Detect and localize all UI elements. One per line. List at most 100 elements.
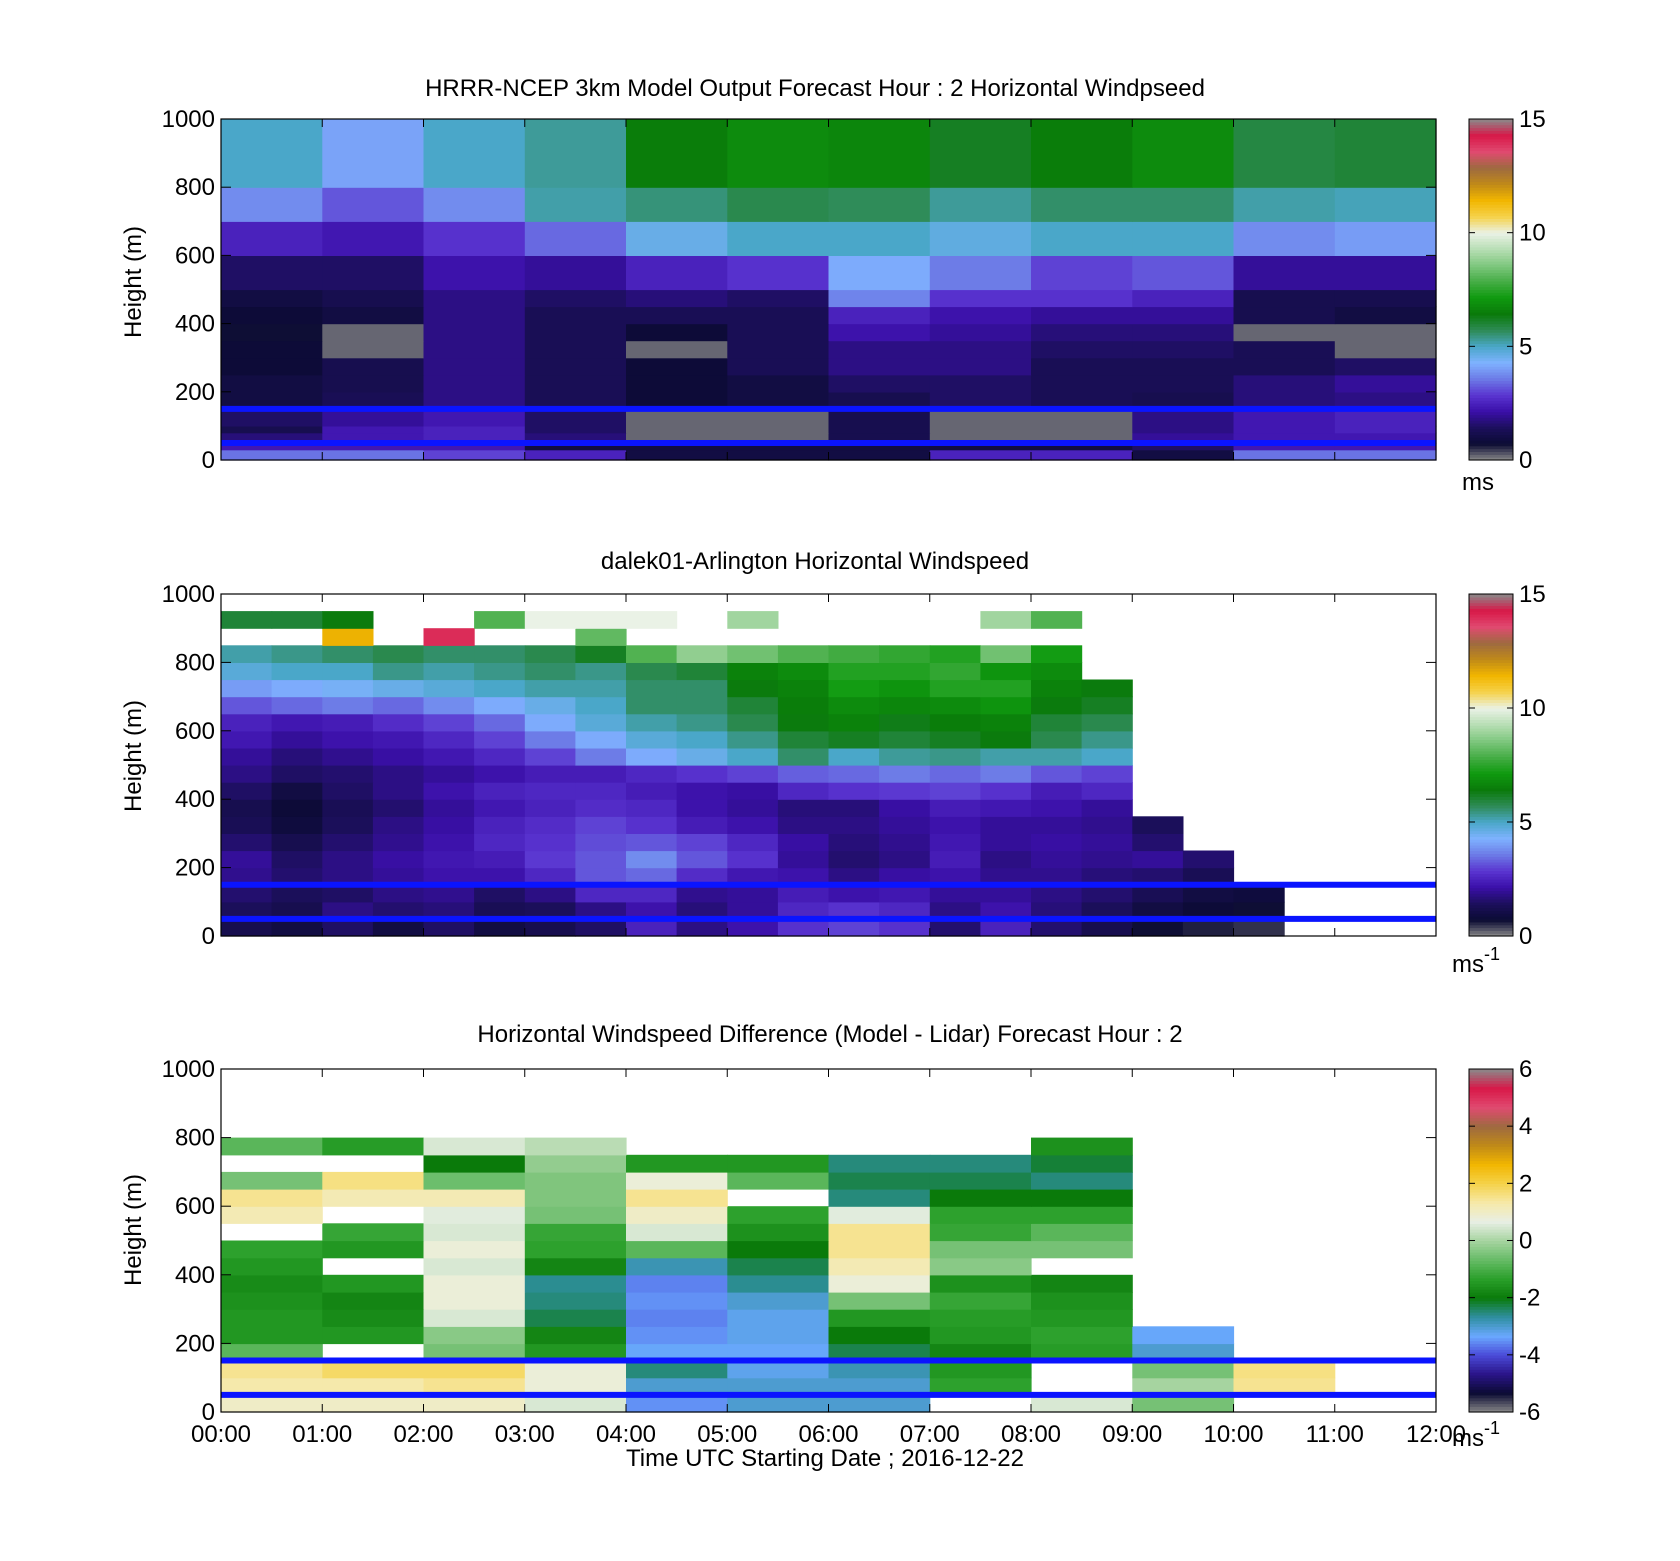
heatmap-cell bbox=[423, 1257, 526, 1276]
heatmap-cell bbox=[322, 1292, 425, 1310]
heatmap-cell bbox=[524, 679, 576, 698]
y-tick-label: 1000 bbox=[162, 106, 215, 133]
colorbar-segment bbox=[1469, 298, 1513, 302]
colorbar-segment bbox=[1469, 762, 1513, 766]
heatmap-cell bbox=[879, 713, 931, 732]
heatmap-cell bbox=[626, 611, 678, 629]
colorbar-segment bbox=[1469, 431, 1513, 435]
heatmap-cell bbox=[423, 747, 475, 766]
colorbar-segment bbox=[1469, 1309, 1513, 1313]
heatmap-cell bbox=[929, 119, 1032, 188]
heatmap-cell bbox=[474, 918, 526, 937]
colorbar-segment bbox=[1469, 599, 1513, 604]
heatmap-cell bbox=[524, 1257, 627, 1276]
heatmap-cell bbox=[423, 816, 475, 834]
colorbar-segment bbox=[1469, 916, 1513, 920]
heatmap-cell bbox=[727, 425, 830, 434]
heatmap-cells bbox=[221, 611, 1285, 937]
heatmap-cell bbox=[626, 374, 728, 393]
heatmap-cell bbox=[980, 696, 1032, 715]
colorbar-segment bbox=[1469, 150, 1513, 154]
heatmap-cell bbox=[929, 187, 1032, 222]
heatmap-cell bbox=[221, 833, 273, 852]
colorbar-segment bbox=[1469, 269, 1513, 273]
heatmap-cell bbox=[575, 850, 627, 869]
y-tick-label: 1000 bbox=[162, 1056, 215, 1083]
heatmap-cell bbox=[777, 833, 830, 852]
colorbar-segment bbox=[1469, 1332, 1513, 1336]
heatmap-cell bbox=[423, 408, 526, 427]
colorbar-tick-label: 6 bbox=[1519, 1056, 1532, 1083]
colorbar-segment bbox=[1469, 907, 1513, 911]
heatmap-cell bbox=[322, 432, 425, 444]
heatmap-cell bbox=[1081, 884, 1133, 903]
heatmap-cell bbox=[828, 833, 880, 852]
colorbar-segment bbox=[1469, 671, 1513, 675]
heatmap-cell bbox=[372, 765, 425, 783]
heatmap-cell bbox=[727, 432, 830, 444]
heatmap-cell bbox=[575, 628, 627, 646]
colorbar-segment bbox=[1469, 337, 1513, 342]
colorbar-segment bbox=[1469, 793, 1513, 797]
heatmap-cell bbox=[1031, 306, 1133, 325]
heatmap-cell bbox=[828, 884, 880, 903]
colorbar-segment bbox=[1469, 1352, 1513, 1356]
heatmap-cell bbox=[322, 696, 374, 715]
heatmap-cell bbox=[1031, 221, 1133, 256]
heatmap-cell bbox=[1132, 1343, 1235, 1362]
y-tick-label: 400 bbox=[175, 1262, 215, 1289]
colorbar-segment bbox=[1469, 1120, 1513, 1124]
heatmap-cell bbox=[423, 340, 526, 359]
heatmap-cell bbox=[524, 662, 576, 681]
heatmap-cell bbox=[879, 730, 931, 749]
heatmap-cell bbox=[727, 816, 779, 834]
heatmap-cell bbox=[423, 391, 526, 410]
colorbar-segment bbox=[1469, 175, 1513, 180]
heatmap-cell bbox=[828, 1326, 931, 1345]
colorbar-segment bbox=[1469, 745, 1513, 749]
heatmap-cell bbox=[322, 816, 374, 834]
heatmap-cell bbox=[929, 323, 1032, 342]
colorbar-segment bbox=[1469, 281, 1513, 285]
colorbar-segment bbox=[1469, 924, 1513, 929]
colorbar-segment bbox=[1469, 1349, 1513, 1353]
heatmap-cell bbox=[423, 765, 475, 783]
heatmap-cell bbox=[575, 765, 627, 783]
heatmap-cell bbox=[524, 1171, 627, 1190]
heatmap-cell bbox=[929, 255, 1032, 291]
colorbar: 0 5 10 15 bbox=[1468, 106, 1546, 474]
heatmap-cell bbox=[1081, 867, 1133, 886]
heatmap-cell bbox=[727, 765, 779, 783]
reference-lines bbox=[221, 1357, 1436, 1398]
heatmap-cell bbox=[727, 901, 779, 920]
y-axis-label: Height (m) bbox=[120, 226, 147, 338]
colorbar-segment bbox=[1469, 235, 1513, 239]
colorbar-segment bbox=[1469, 662, 1513, 666]
heatmap-cell bbox=[575, 833, 627, 852]
heatmap-cell bbox=[221, 765, 273, 783]
colorbar-segment bbox=[1469, 750, 1513, 755]
colorbar-segment bbox=[1469, 1174, 1513, 1179]
heatmap-cell bbox=[1132, 432, 1235, 444]
colorbar-tick-label: 4 bbox=[1519, 1113, 1532, 1140]
heatmap-cell bbox=[929, 1326, 1032, 1345]
colorbar-segment bbox=[1469, 864, 1513, 869]
colorbar-unit: ms-1 bbox=[1452, 944, 1500, 978]
colorbar-segment bbox=[1469, 323, 1513, 327]
heatmap-cell bbox=[777, 867, 830, 886]
heatmap-cell bbox=[1233, 449, 1336, 461]
colorbar-segment bbox=[1469, 229, 1513, 234]
heatmap-cell bbox=[322, 867, 374, 886]
heatmap-cell bbox=[828, 425, 931, 434]
colorbar-segment bbox=[1469, 1140, 1513, 1144]
colorbar-segment bbox=[1469, 184, 1513, 188]
heatmap-cell bbox=[1081, 918, 1133, 937]
heatmap-cell bbox=[727, 374, 830, 393]
x-tick-label: 11:00 bbox=[1306, 1421, 1364, 1448]
colorbar-segment bbox=[1469, 733, 1513, 738]
y-tick-label: 600 bbox=[175, 242, 215, 269]
heatmap-cell bbox=[1233, 374, 1336, 393]
colorbar-frame bbox=[1468, 118, 1514, 461]
heatmap-cell bbox=[322, 408, 425, 427]
heatmap-cell bbox=[676, 918, 728, 937]
